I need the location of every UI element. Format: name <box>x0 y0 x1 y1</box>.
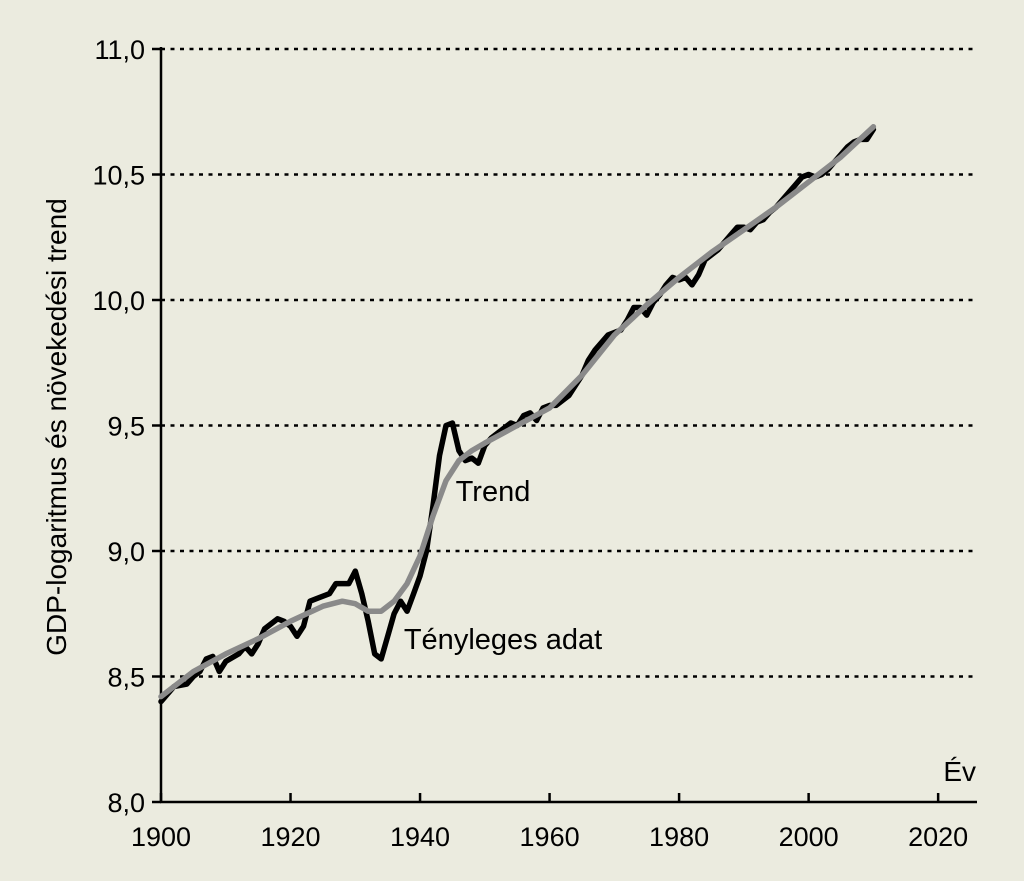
x-tick-label: 1900 <box>131 822 191 852</box>
y-tick-label: 8,0 <box>107 788 145 818</box>
x-tick-label: 1960 <box>520 822 580 852</box>
x-tick-label: 1920 <box>260 822 320 852</box>
y-tick-label: 9,5 <box>107 412 145 442</box>
x-axis-title: Év <box>943 756 976 787</box>
series-lines <box>158 124 877 705</box>
axes <box>152 47 977 804</box>
y-tick-label: 10,5 <box>92 161 145 191</box>
grid-lines <box>161 47 977 678</box>
x-tick-label: 1980 <box>649 822 709 852</box>
y-tick-label: 11,0 <box>94 35 145 65</box>
annotation-label: Tényleges adat <box>404 624 602 656</box>
x-tick-label: 2020 <box>908 822 968 852</box>
y-tick-label: 9,0 <box>107 537 145 567</box>
x-tick-label: 2000 <box>779 822 839 852</box>
y-axis-title: GDP-logaritmus és növekedési trend <box>41 198 72 656</box>
series-line-trend <box>158 124 877 700</box>
y-tick-label: 8,5 <box>107 663 145 693</box>
annotations: Trend Tényleges adat <box>404 476 602 656</box>
annotation-label: Trend <box>456 476 531 508</box>
x-tick-label: 1940 <box>390 822 450 852</box>
tick-labels: 8,0 8,5 9,0 9,5 10,0 10,5 11,0 1900 1920 1940 1960… <box>92 35 968 852</box>
y-tick-label: 10,0 <box>92 286 145 316</box>
